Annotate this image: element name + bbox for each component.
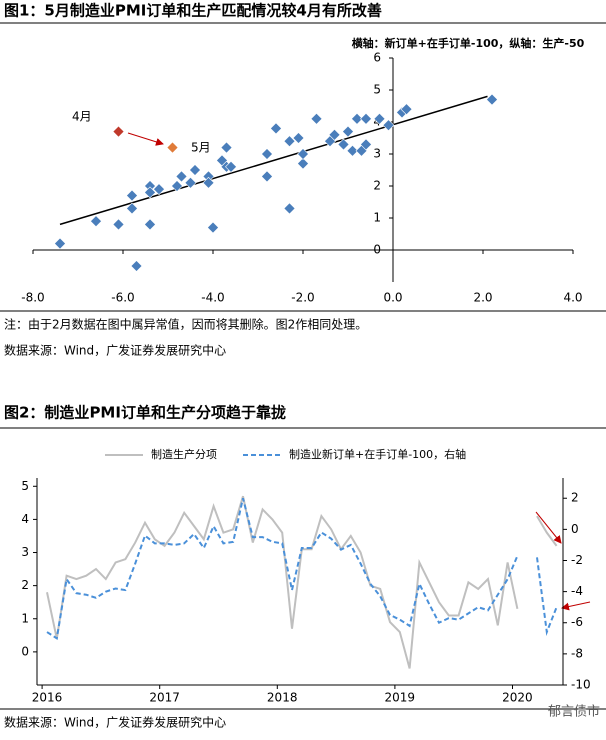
arrow [535, 511, 562, 544]
y-tick-label: 2 [373, 179, 381, 193]
x-tick-label: 0.0 [383, 291, 402, 305]
y2-tick-label: -10 [571, 678, 591, 692]
series-line [46, 497, 558, 640]
arrow [127, 132, 164, 146]
y-tick-label: 3 [373, 147, 381, 161]
point [337, 138, 350, 151]
point [328, 128, 341, 141]
point [486, 93, 498, 106]
point [297, 148, 309, 160]
y2-tick-label: -8 [571, 646, 583, 660]
arrow [561, 601, 591, 611]
y-tick-label: 4 [21, 512, 29, 526]
y-tick-label: 3 [21, 545, 29, 559]
x-tick-label: 2020 [502, 691, 533, 705]
point [270, 122, 282, 135]
x-tick-label: -2.0 [291, 291, 314, 305]
x-tick-label: 2017 [149, 691, 180, 705]
annotation: 4月 [72, 110, 92, 124]
subtitle: 横轴：新订单+在手订单-100，纵轴：生产-50 [352, 36, 585, 50]
point [297, 157, 309, 170]
legend-label: 制造业新订单+在手订单-100，右轴 [289, 447, 466, 461]
point [130, 260, 143, 272]
y2-tick-label: 2 [571, 491, 579, 505]
y2-tick-label: -4 [571, 584, 583, 598]
x-tick-label: -8.0 [21, 291, 44, 305]
y-tick-label: 2 [21, 578, 29, 592]
point [261, 170, 273, 183]
point [310, 112, 323, 125]
point [112, 125, 125, 138]
point [166, 141, 179, 154]
point [351, 112, 363, 125]
y2-tick-label: -6 [571, 615, 583, 629]
point [112, 218, 125, 231]
y-tick-label: 0 [21, 644, 29, 658]
watermark: 郁言债市 [548, 704, 600, 720]
point [400, 103, 413, 116]
point [153, 183, 165, 196]
point [261, 148, 273, 160]
y2-tick-label: -2 [571, 553, 583, 567]
point [220, 141, 233, 154]
point [373, 112, 386, 125]
point [225, 160, 237, 173]
point [382, 119, 395, 132]
figure-title: 图1：5月制造业PMI订单和生产匹配情况较4月有所改善 [4, 2, 382, 20]
series-line [46, 495, 558, 669]
source: 数据来源：Wind，广发证券发展研究中心 [4, 715, 226, 730]
point [360, 138, 372, 151]
y-tick-label: 1 [21, 611, 29, 625]
point [346, 144, 359, 157]
legend-label: 制造生产分项 [151, 447, 217, 461]
point [90, 215, 102, 228]
x-tick-label: 2.0 [473, 291, 492, 305]
point [283, 202, 296, 215]
point [342, 125, 354, 138]
x-tick-label: 4.0 [563, 291, 582, 305]
note: 注：由于2月数据在图中属异常值，因而将其删除。图2作相同处理。 [4, 317, 367, 332]
x-tick-label: 2018 [267, 691, 298, 705]
point [175, 170, 188, 183]
figure-title: 图2：制造业PMI订单和生产分项趋于靠拢 [4, 404, 286, 422]
point [54, 237, 66, 250]
point [202, 176, 215, 189]
point [292, 132, 305, 144]
point [144, 218, 156, 231]
point [126, 189, 138, 202]
trendline [59, 95, 488, 226]
y-tick-label: 5 [21, 479, 29, 493]
x-tick-label: 2019 [385, 691, 416, 705]
y-tick-label: 1 [373, 211, 381, 225]
y-tick-label: 0 [373, 243, 381, 257]
point [207, 221, 219, 234]
point [126, 202, 138, 215]
annotation: 5月 [191, 141, 211, 155]
y-tick-label: 6 [373, 51, 381, 65]
x-tick-label: -4.0 [201, 291, 224, 305]
point [360, 112, 372, 125]
point [283, 135, 296, 148]
point [184, 176, 197, 189]
y2-tick-label: 0 [571, 522, 579, 536]
source: 数据来源：Wind，广发证券发展研究中心 [4, 343, 226, 358]
point [189, 164, 201, 176]
point [144, 186, 156, 199]
x-tick-label: 2016 [32, 691, 63, 705]
y-tick-label: 5 [373, 83, 381, 97]
x-tick-label: -6.0 [111, 291, 134, 305]
point [171, 180, 183, 192]
